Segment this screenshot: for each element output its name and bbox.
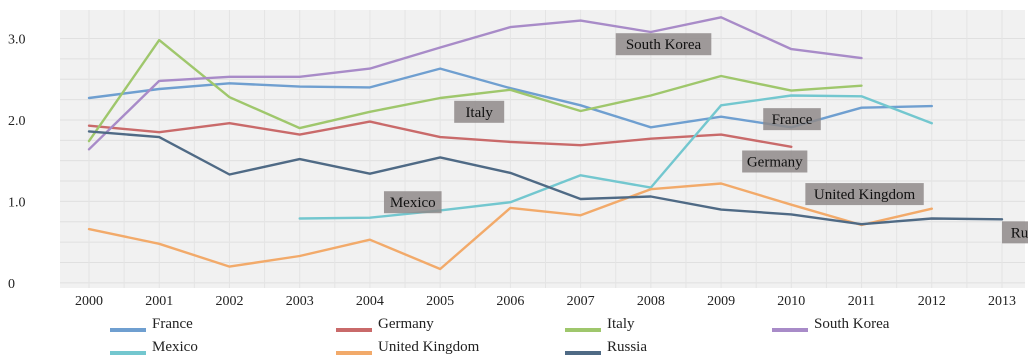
series-label-south-korea: South Korea	[626, 37, 702, 53]
plot-area	[60, 10, 1025, 288]
x-tick-label: 2007	[567, 294, 595, 309]
series-labels: France Germany Italy South Korea Mexico Unite…	[383, 33, 1028, 244]
series-line-russia	[87, 130, 1004, 226]
legend-swatch	[565, 350, 601, 355]
x-tick-label: 2012	[918, 294, 946, 309]
legend-item-south-korea: South Korea	[772, 316, 889, 333]
legend-label: Germany	[378, 316, 434, 332]
legend-swatch	[110, 350, 146, 355]
y-axis: 0 1.0 2.0 3.0	[8, 33, 26, 292]
legend-swatch	[772, 327, 808, 332]
legend-swatch	[336, 327, 372, 332]
series-label-mexico: Mexico	[390, 195, 436, 211]
y-tick-label: 0	[8, 277, 15, 292]
legend: France Germany Italy South Korea Mexico Unite…	[110, 316, 1010, 362]
series-line-germany	[87, 120, 793, 148]
series-label-france: France	[772, 112, 813, 128]
legend-label: South Korea	[814, 316, 890, 332]
series-label-box-south-korea	[615, 33, 712, 56]
y-tick-label: 1.0	[8, 195, 26, 210]
legend-label: Russia	[607, 339, 648, 355]
x-tick-label: 2000	[75, 294, 103, 309]
legend-swatch	[110, 327, 146, 332]
y-tick-label: 3.0	[8, 33, 26, 48]
series-label-box-mexico	[383, 191, 442, 214]
series-label-box-italy	[454, 100, 505, 123]
legend-item-italy: Italy	[565, 316, 635, 333]
series-label-box-united-kingdom	[805, 183, 924, 206]
legend-label: Italy	[607, 316, 635, 332]
series-label-box-russia	[1002, 221, 1028, 244]
legend-label: Mexico	[152, 339, 198, 355]
legend-item-russia: Russia	[565, 339, 647, 356]
legend-item-mexico: Mexico	[110, 339, 198, 356]
series-line-mexico	[298, 94, 933, 220]
legend-swatch	[336, 350, 372, 355]
x-tick-label: 2006	[496, 294, 524, 309]
legend-swatch	[565, 327, 601, 332]
y-tick-label: 2.0	[8, 114, 26, 129]
x-tick-label: 2005	[426, 294, 454, 309]
series-line-south-korea	[87, 16, 863, 151]
x-tick-label: 2009	[707, 294, 735, 309]
x-axis: 2000 2001 2002 2003 2004 2005 2006 2007 2008 2009…	[75, 294, 1016, 309]
legend-label: United Kingdom	[378, 339, 480, 355]
legend-item-united-kingdom: United Kingdom	[336, 339, 479, 356]
series-label-box-france	[763, 108, 821, 131]
x-tick-label: 2011	[848, 294, 875, 309]
series-label-germany: Germany	[747, 154, 803, 170]
series-label-united-kingdom: United Kingdom	[814, 187, 916, 203]
x-tick-label: 2001	[145, 294, 173, 309]
x-tick-label: 2008	[637, 294, 665, 309]
series-line-italy	[87, 38, 863, 143]
series-label-italy: Italy	[465, 105, 493, 121]
x-tick-label: 2010	[777, 294, 805, 309]
legend-item-france: France	[110, 316, 193, 333]
grid-lines	[60, 10, 1025, 288]
x-tick-label: 2003	[286, 294, 314, 309]
series-label-box-germany	[742, 150, 808, 173]
series-line-united-kingdom	[87, 182, 933, 271]
legend-label: France	[152, 316, 193, 332]
series-label-russia: Russia	[1011, 225, 1028, 241]
x-tick-label: 2013	[988, 294, 1016, 309]
legend-item-germany: Germany	[336, 316, 434, 333]
line-chart: 01.02.03.0 2000 2001 2002 2003 2004 2005 2006 2…	[8, 10, 1028, 309]
x-tick-label: 2004	[356, 294, 384, 309]
x-tick-label: 2002	[215, 294, 243, 309]
